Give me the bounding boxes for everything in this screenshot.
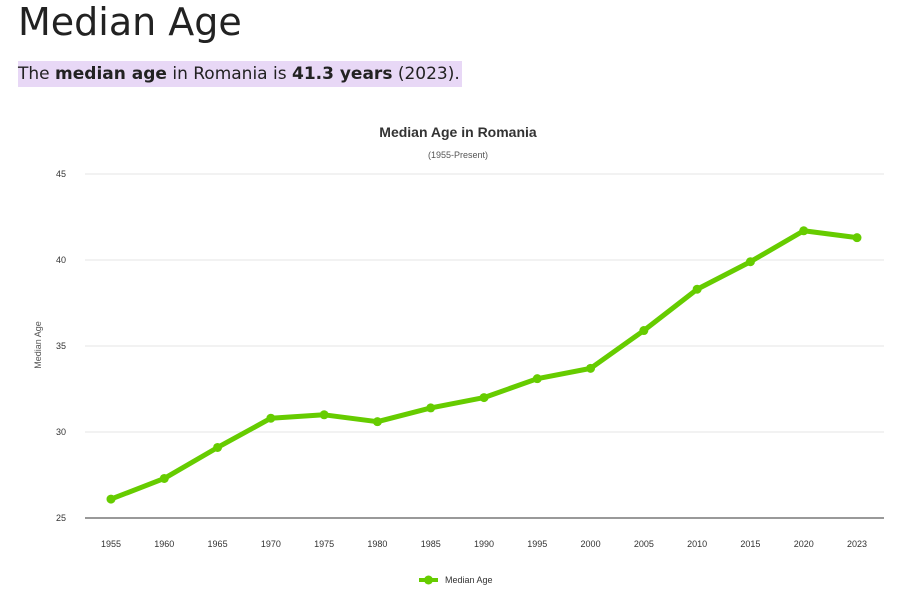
summary-value: 41.3 years [291, 64, 393, 84]
data-point-1965[interactable] [213, 442, 223, 452]
y-tick-label-25: 25 [56, 513, 66, 523]
x-tick-label-1955: 1955 [101, 539, 121, 549]
x-tick-label-2020: 2020 [794, 539, 814, 549]
summary-suffix: (2023). [392, 64, 460, 84]
y-tick-label-30: 30 [56, 427, 66, 437]
summary-text: The median age in Romania is 41.3 years … [18, 61, 462, 87]
x-tick-label-1995: 1995 [527, 539, 547, 549]
chart-container: Median Age in Romania (1955-Present) Med… [0, 110, 924, 597]
data-point-2015[interactable] [745, 257, 755, 267]
data-point-2023[interactable] [852, 233, 862, 243]
data-point-1980[interactable] [372, 417, 382, 427]
legend-swatch-dot [424, 575, 433, 585]
grid-lines [85, 173, 884, 433]
x-tick-labels: 1955 1960 1965 1970 1975 1980 1985 1990 1995 2000… [101, 539, 867, 549]
x-tick-label-2005: 2005 [634, 539, 654, 549]
data-point-2000[interactable] [586, 363, 596, 373]
y-tick-label-45: 45 [56, 169, 66, 179]
data-point-1985[interactable] [426, 403, 436, 413]
y-tick-label-40: 40 [56, 255, 66, 265]
x-tick-label-2010: 2010 [687, 539, 707, 549]
data-point-2010[interactable] [692, 284, 702, 294]
data-point-1970[interactable] [266, 413, 276, 423]
x-tick-label-1990: 1990 [474, 539, 494, 549]
summary-middle: in Romania is [166, 64, 292, 84]
x-tick-label-2023: 2023 [847, 539, 867, 549]
x-tick-label-1960: 1960 [154, 539, 174, 549]
x-tick-label-2015: 2015 [740, 539, 760, 549]
series-line [108, 228, 860, 502]
legend-label: Median Age [445, 575, 493, 585]
legend[interactable]: Median Age [419, 575, 493, 585]
page-title: Median Age [18, 0, 242, 44]
data-point-1995[interactable] [532, 374, 542, 384]
data-point-2020[interactable] [799, 226, 809, 236]
x-tick-label-1980: 1980 [367, 539, 387, 549]
x-tick-label-1975: 1975 [314, 539, 334, 549]
series-median-age [106, 226, 862, 504]
data-point-1955[interactable] [106, 494, 116, 504]
data-point-1960[interactable] [159, 473, 169, 483]
data-point-1990[interactable] [479, 393, 489, 403]
y-axis-label: Median Age [33, 321, 43, 369]
chart-subtitle: (1955-Present) [428, 150, 488, 160]
x-tick-label-1965: 1965 [208, 539, 228, 549]
chart-title: Median Age in Romania [379, 124, 537, 140]
summary-prefix: The [18, 64, 56, 84]
x-tick-label-1985: 1985 [421, 539, 441, 549]
data-point-1975[interactable] [319, 410, 329, 420]
x-tick-label-1970: 1970 [261, 539, 281, 549]
y-tick-labels: 25 30 35 40 45 [56, 169, 66, 523]
summary-metric: median age [55, 64, 167, 84]
data-point-2005[interactable] [639, 326, 649, 336]
median-age-chart: Median Age in Romania (1955-Present) Med… [33, 124, 884, 585]
x-tick-label-2000: 2000 [581, 539, 601, 549]
y-tick-label-35: 35 [56, 341, 66, 351]
